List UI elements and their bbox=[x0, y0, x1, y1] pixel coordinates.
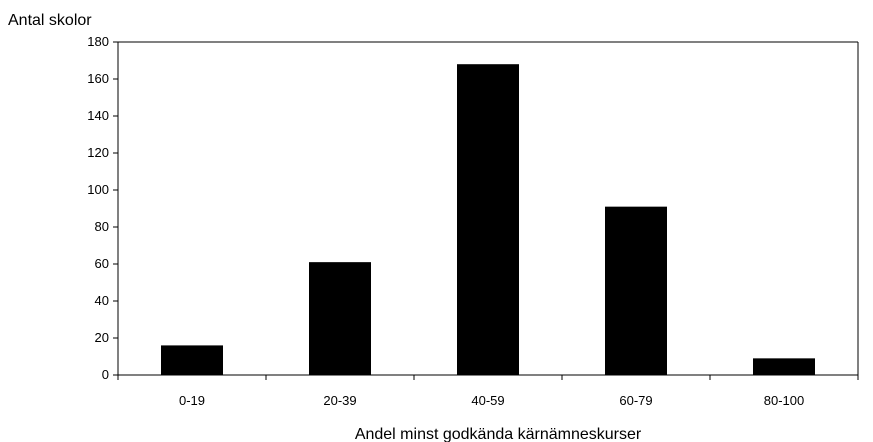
x-tick-label-60-79: 60-79 bbox=[619, 393, 652, 408]
bar-80-100 bbox=[753, 358, 815, 375]
y-tick-label-180: 180 bbox=[87, 34, 109, 49]
bar-60-79 bbox=[605, 206, 667, 375]
x-tick-label-80-100: 80-100 bbox=[764, 393, 804, 408]
bar-0-19 bbox=[161, 345, 223, 375]
y-axis-title: Antal skolor bbox=[8, 12, 92, 29]
y-tick-label-40: 40 bbox=[95, 293, 109, 308]
y-tick-label-0: 0 bbox=[102, 367, 109, 382]
bar-40-59 bbox=[457, 64, 519, 375]
x-tick-label-40-59: 40-59 bbox=[471, 393, 504, 408]
y-tick-label-80: 80 bbox=[95, 219, 109, 234]
plot-area: 0 20 40 60 80 100 120 140 160 180 0-19 20-39 40-59 60… bbox=[87, 34, 859, 408]
y-tick-label-140: 140 bbox=[87, 108, 109, 123]
y-tick-label-160: 160 bbox=[87, 71, 109, 86]
y-tick-label-100: 100 bbox=[87, 182, 109, 197]
x-tick-label-0-19: 0-19 bbox=[179, 393, 205, 408]
bar-20-39 bbox=[309, 262, 371, 375]
y-tick-label-120: 120 bbox=[87, 145, 109, 160]
y-tick-label-20: 20 bbox=[95, 330, 109, 345]
y-tick-label-60: 60 bbox=[95, 256, 109, 271]
x-axis-title: Andel minst godkända kärnämneskurser bbox=[355, 426, 642, 442]
x-tick-label-20-39: 20-39 bbox=[323, 393, 356, 408]
